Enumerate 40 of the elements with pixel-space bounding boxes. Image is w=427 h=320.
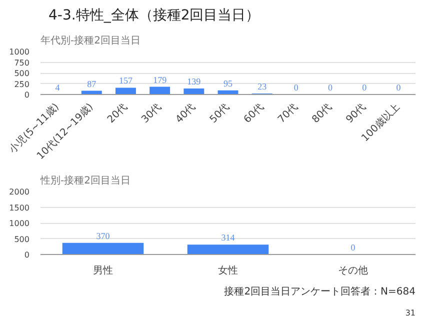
x-tick-label: 70代 bbox=[276, 102, 300, 126]
chart-title: 年代別-接種2回目当日 bbox=[40, 34, 140, 46]
y-tick-label: 750 bbox=[14, 58, 30, 68]
y-tick-label: 500 bbox=[14, 69, 30, 78]
x-tick-label: 40代 bbox=[174, 102, 198, 126]
y-tick-label: 1000 bbox=[9, 219, 30, 228]
x-tick-label: 60代 bbox=[242, 102, 266, 126]
data-label: 0 bbox=[396, 82, 402, 92]
data-label: 139 bbox=[187, 76, 202, 87]
data-label: 0 bbox=[328, 82, 334, 92]
data-label: 157 bbox=[118, 76, 133, 86]
data-label: 0 bbox=[350, 242, 356, 252]
y-tick-label: 2000 bbox=[9, 188, 30, 196]
data-label: 87 bbox=[87, 78, 97, 89]
text: 4-3.特性_全体（接種2回目当日） bbox=[48, 8, 260, 24]
x-tick-label: 90代 bbox=[344, 102, 368, 126]
chart-title: 性別-接種2回目当日 bbox=[40, 174, 130, 186]
x-tick-label: 20代 bbox=[106, 102, 130, 126]
text: 接種2回目当日アンケート回答者：N=684 bbox=[224, 286, 416, 298]
x-tick-label: 男性 bbox=[93, 264, 113, 276]
text: 31 bbox=[405, 308, 416, 318]
data-label: 370 bbox=[96, 230, 110, 241]
data-label: 0 bbox=[294, 82, 299, 92]
x-tick-label: 80代 bbox=[310, 102, 334, 126]
y-tick-label: 0 bbox=[24, 250, 30, 260]
x-tick-label: 50代 bbox=[208, 102, 232, 126]
data-label: 179 bbox=[153, 74, 168, 85]
y-tick-label: 250 bbox=[14, 80, 30, 89]
data-label: 314 bbox=[221, 232, 236, 243]
y-tick-label: 500 bbox=[14, 234, 30, 244]
y-tick-label: 1000 bbox=[9, 48, 30, 56]
y-tick-label: 0 bbox=[24, 90, 30, 100]
x-tick-label: 30代 bbox=[140, 102, 164, 126]
data-label: 4 bbox=[55, 82, 60, 92]
data-label: 23 bbox=[258, 82, 268, 92]
data-label: 95 bbox=[224, 78, 233, 88]
x-tick-label: 女性 bbox=[218, 264, 238, 276]
x-tick-label: その他 bbox=[338, 264, 368, 276]
y-tick-label: 1500 bbox=[9, 203, 30, 212]
data-label: 0 bbox=[362, 82, 368, 92]
